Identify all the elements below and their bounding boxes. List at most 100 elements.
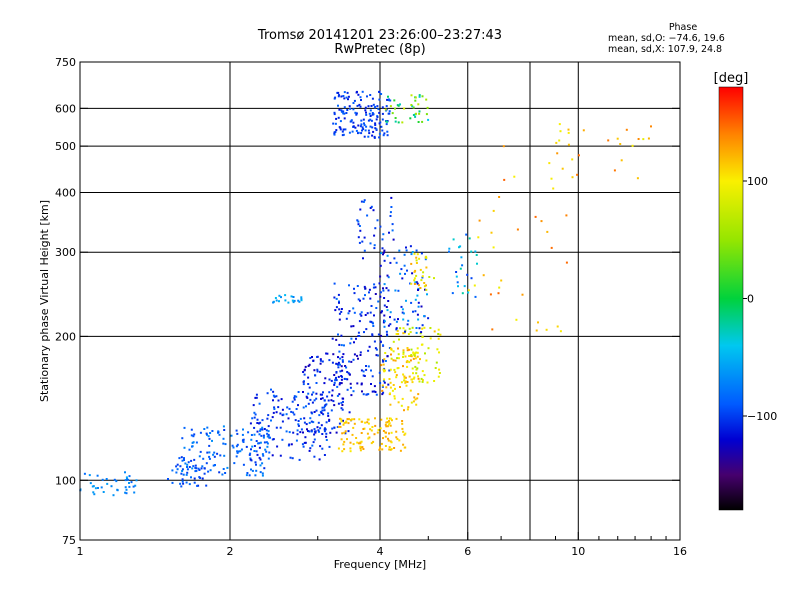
data-point — [315, 397, 318, 400]
data-point — [370, 383, 372, 385]
data-point — [179, 482, 182, 485]
y-tick-label: 200 — [55, 330, 76, 343]
data-point — [345, 317, 348, 320]
data-point — [340, 308, 343, 310]
data-point — [358, 103, 361, 106]
data-point — [195, 467, 198, 470]
data-point — [339, 357, 342, 360]
data-point — [460, 256, 463, 259]
data-point — [251, 445, 254, 448]
data-point — [386, 309, 389, 312]
data-point — [263, 428, 266, 430]
data-point — [353, 422, 356, 425]
data-point — [422, 271, 425, 274]
data-point — [326, 395, 329, 398]
data-point — [341, 432, 344, 435]
data-point — [275, 299, 278, 302]
data-point — [371, 112, 374, 114]
data-point — [367, 135, 370, 138]
data-point — [334, 309, 337, 312]
data-point — [379, 291, 382, 294]
data-point — [347, 430, 350, 433]
data-point — [410, 94, 413, 97]
data-point — [340, 407, 343, 410]
data-point — [415, 368, 418, 371]
data-point — [400, 404, 403, 407]
data-point — [354, 111, 357, 114]
data-point — [383, 314, 386, 317]
data-point — [193, 481, 196, 484]
data-point — [410, 253, 413, 256]
data-point — [266, 432, 269, 435]
data-point — [415, 249, 418, 252]
data-point — [402, 351, 405, 354]
data-point — [333, 111, 336, 114]
data-point — [346, 109, 349, 111]
data-point — [335, 338, 338, 341]
data-point — [349, 382, 352, 385]
data-point — [417, 393, 420, 396]
data-point — [331, 389, 334, 392]
data-point — [399, 449, 402, 452]
data-point — [403, 375, 406, 378]
data-point — [358, 225, 361, 227]
data-point — [178, 457, 181, 460]
data-point — [222, 468, 225, 470]
data-point — [338, 343, 341, 346]
data-point — [253, 416, 256, 419]
data-point — [353, 99, 356, 102]
data-point — [94, 487, 97, 490]
data-point — [185, 473, 188, 476]
data-point — [423, 326, 426, 329]
data-point — [263, 441, 266, 444]
data-point — [380, 442, 383, 445]
data-point — [316, 370, 319, 373]
data-point — [382, 344, 384, 347]
data-point — [125, 488, 128, 491]
x-tick-label: 4 — [377, 545, 384, 558]
data-point — [345, 96, 348, 99]
data-point — [261, 428, 264, 431]
data-point — [343, 112, 346, 115]
data-point — [417, 318, 420, 321]
data-point — [316, 368, 319, 371]
data-point — [332, 122, 335, 125]
data-point — [335, 376, 337, 379]
data-point — [286, 406, 289, 409]
phase-stats-o: mean, sd,O: −74.6, 19.6 — [608, 33, 725, 44]
data-point — [418, 94, 421, 97]
x-tick-label: 10 — [571, 545, 585, 558]
data-point — [363, 135, 366, 138]
data-point — [428, 276, 431, 278]
data-point — [127, 478, 130, 481]
data-point — [309, 398, 312, 401]
data-point — [343, 344, 345, 347]
data-point — [381, 310, 383, 313]
data-point — [409, 331, 412, 334]
data-point — [338, 383, 341, 386]
data-point — [380, 311, 383, 314]
data-point — [372, 130, 375, 133]
data-point — [330, 379, 333, 382]
data-point — [303, 368, 306, 371]
data-point — [342, 112, 345, 115]
data-point — [185, 481, 188, 484]
data-point — [83, 472, 86, 475]
data-point — [224, 443, 227, 446]
data-point — [346, 438, 348, 441]
data-point — [369, 242, 372, 245]
data-point — [340, 310, 343, 313]
data-point — [357, 223, 360, 226]
data-point — [302, 431, 304, 434]
data-point — [245, 445, 248, 448]
data-point — [292, 296, 295, 298]
data-point — [379, 427, 382, 430]
data-point — [414, 357, 417, 360]
data-point — [456, 281, 459, 284]
data-point — [258, 442, 261, 445]
data-point — [466, 273, 469, 276]
data-point — [359, 449, 362, 452]
data-point — [384, 108, 387, 111]
data-point — [372, 286, 375, 289]
data-point — [402, 318, 405, 321]
